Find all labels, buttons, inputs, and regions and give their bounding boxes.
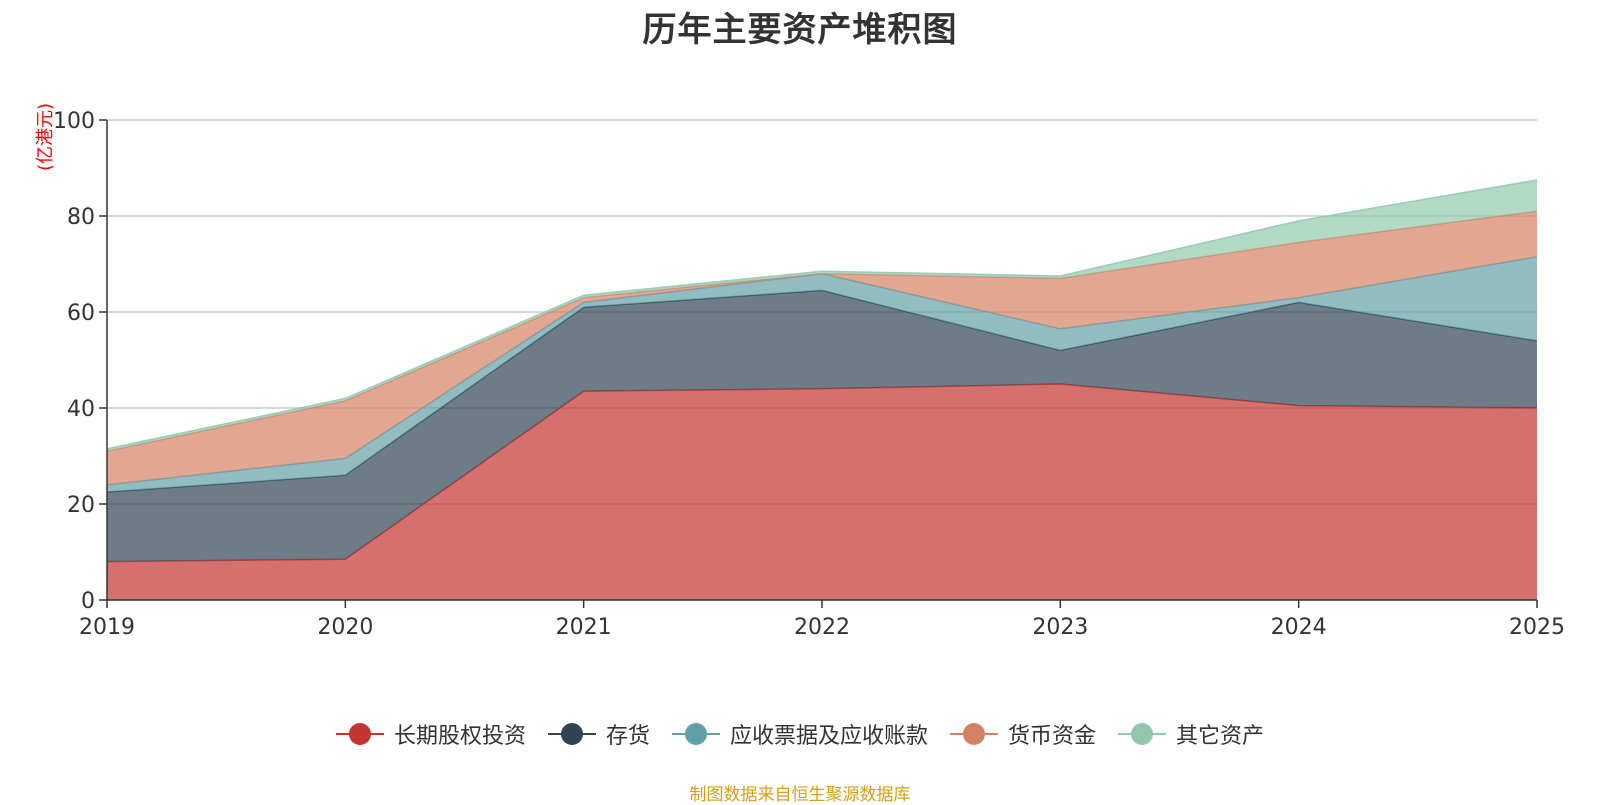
- y-tick-label: 40: [67, 397, 95, 422]
- legend-marker-dot: [560, 723, 583, 745]
- legend-label: 其它资产: [1176, 724, 1265, 749]
- tick-labels: 0 20 40 60 80 100 2019 2020 2021 2022 2023 2024 2025: [53, 109, 1565, 640]
- y-tick-label: 20: [67, 493, 95, 518]
- area-series-4: [107, 180, 1537, 452]
- legend-marker-dot: [684, 723, 707, 745]
- area-series-line-4: [106, 179, 1538, 450]
- legend-label: 存货: [605, 724, 650, 749]
- legend-marker-dot: [1131, 723, 1154, 745]
- x-tick-label: 2025: [1509, 615, 1565, 640]
- legend-item-3[interactable]: 货币资金: [950, 718, 1096, 750]
- legend-marker-icon: [547, 722, 596, 746]
- chart-title: 历年主要资产堆积图: [642, 10, 958, 50]
- y-tick-label: 0: [81, 589, 95, 614]
- area-series-2: [107, 256, 1537, 492]
- legend-marker-dot: [963, 723, 985, 745]
- x-tick-label: 2019: [79, 615, 135, 640]
- x-tick-label: 2023: [1032, 615, 1088, 640]
- legend-item-2[interactable]: 应收票据及应收账款: [671, 718, 928, 750]
- legend-marker-icon: [950, 722, 998, 746]
- x-tick-label: 2020: [317, 615, 373, 640]
- legend-item-1[interactable]: 存货: [547, 718, 650, 750]
- x-tick-label: 2021: [556, 615, 612, 640]
- x-tick-label: 2024: [1271, 615, 1327, 640]
- legend-label: 货币资金: [1008, 724, 1097, 749]
- legend-marker-icon: [1118, 722, 1167, 746]
- legend-label: 长期股权投资: [393, 724, 526, 749]
- area-series-layer: [106, 179, 1538, 600]
- area-series-3: [107, 211, 1537, 485]
- area-series-1: [107, 290, 1537, 562]
- area-series-0: [107, 384, 1537, 600]
- chart-legend: 长期股权投资 存货 应收票据及应收账款 货币资金 其它资产: [0, 718, 1600, 750]
- y-axis-unit-label: (亿港元): [35, 103, 56, 171]
- y-tick-label: 60: [67, 301, 95, 326]
- legend-marker-icon: [335, 722, 384, 746]
- x-tick-label: 2022: [794, 615, 850, 640]
- source-note: 制图数据来自恒生聚源数据库: [689, 785, 911, 805]
- legend-marker-icon: [671, 722, 720, 746]
- legend-marker-dot: [348, 723, 371, 745]
- legend-label: 应收票据及应收账款: [729, 724, 928, 749]
- legend-item-4[interactable]: 其它资产: [1118, 718, 1264, 750]
- y-tick-label: 80: [67, 205, 95, 230]
- legend-item-0[interactable]: 长期股权投资: [335, 718, 526, 750]
- y-tick-label: 100: [53, 109, 95, 134]
